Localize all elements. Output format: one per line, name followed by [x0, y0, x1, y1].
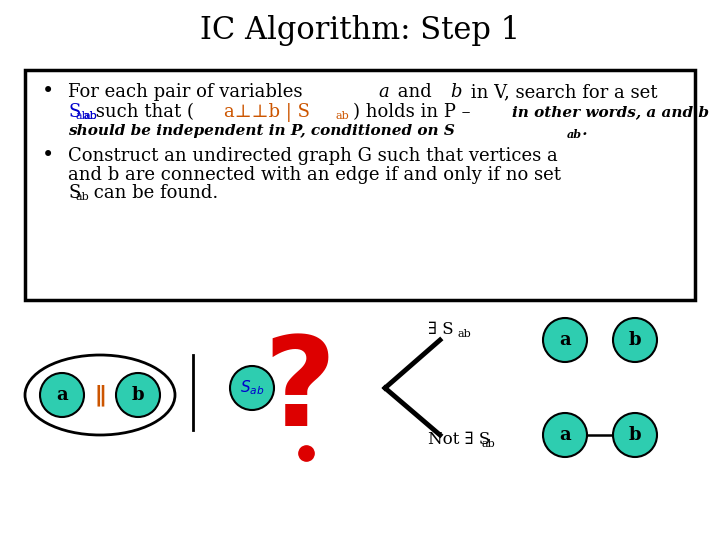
Text: a⊥⊥b | S: a⊥⊥b | S	[224, 103, 310, 122]
Text: b: b	[629, 426, 642, 444]
Text: ab: ab	[336, 111, 349, 121]
Text: •: •	[42, 146, 54, 165]
Text: ∥: ∥	[94, 384, 106, 406]
Text: For each pair of variables: For each pair of variables	[68, 83, 308, 101]
Text: in V, search for a set: in V, search for a set	[465, 83, 658, 101]
Text: ab: ab	[84, 111, 98, 121]
Text: a: a	[559, 331, 571, 349]
Text: and: and	[392, 83, 437, 101]
Circle shape	[613, 318, 657, 362]
Text: such that (: such that (	[90, 103, 194, 121]
Circle shape	[230, 366, 274, 410]
Text: IC Algorithm: Step 1: IC Algorithm: Step 1	[200, 15, 520, 45]
Text: S: S	[68, 103, 81, 121]
Text: .: .	[577, 124, 588, 138]
Text: ab: ab	[482, 439, 496, 449]
Text: ab: ab	[76, 192, 90, 202]
Text: $S_{ab}$: $S_{ab}$	[240, 379, 264, 397]
Text: b: b	[132, 386, 144, 404]
Text: and b are connected with an edge if and only if no set: and b are connected with an edge if and …	[68, 166, 561, 184]
Text: ab: ab	[567, 129, 582, 139]
Circle shape	[543, 413, 587, 457]
Text: b: b	[629, 331, 642, 349]
Text: should be independent in P, conditioned on S: should be independent in P, conditioned …	[68, 124, 455, 138]
Text: Not ∃ S: Not ∃ S	[428, 431, 490, 449]
Text: ) holds in P –: ) holds in P –	[353, 103, 476, 121]
Text: a: a	[56, 386, 68, 404]
Text: ?: ?	[264, 332, 336, 453]
FancyBboxPatch shape	[25, 70, 695, 300]
Text: b: b	[451, 83, 462, 101]
Circle shape	[40, 373, 84, 417]
Ellipse shape	[25, 355, 175, 435]
Text: ab: ab	[76, 111, 90, 121]
Text: can be found.: can be found.	[88, 184, 218, 202]
Text: Construct an undirected graph G such that vertices a: Construct an undirected graph G such tha…	[68, 147, 558, 165]
Text: a: a	[559, 426, 571, 444]
Text: S: S	[68, 184, 81, 202]
Text: a: a	[378, 83, 389, 101]
Circle shape	[613, 413, 657, 457]
Text: ab: ab	[84, 111, 98, 121]
Text: in other words, a and b: in other words, a and b	[512, 105, 709, 119]
Text: ∃ S: ∃ S	[428, 321, 454, 339]
Circle shape	[543, 318, 587, 362]
Text: •: •	[42, 83, 54, 102]
Text: ab: ab	[458, 329, 472, 339]
Circle shape	[116, 373, 160, 417]
